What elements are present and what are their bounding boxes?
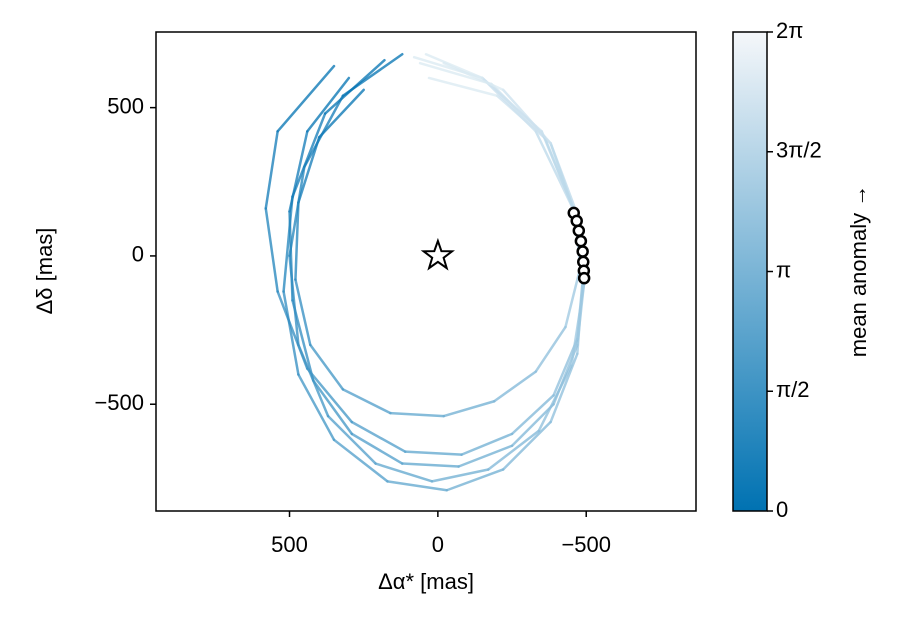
orbit-segment	[386, 480, 449, 492]
orbit-segment	[264, 130, 279, 210]
orbit-segment	[306, 76, 351, 133]
orbit-segment	[374, 462, 434, 483]
orbit-segment	[537, 364, 573, 433]
orbit-segment	[534, 325, 567, 373]
orbit-segment	[309, 343, 345, 391]
orbit-segment	[326, 414, 377, 465]
y-tick-label: 500	[107, 93, 144, 118]
colorbar	[732, 31, 768, 512]
orbit-segment	[389, 411, 446, 418]
orbit-segment	[445, 468, 505, 492]
orbit-segment	[294, 201, 300, 281]
orbit-segment	[297, 343, 330, 418]
orbit-segment	[564, 266, 582, 329]
orbit-segment	[264, 207, 279, 293]
plot-frame	[155, 31, 697, 512]
colorbar-label: mean anomaly →	[846, 185, 871, 357]
orbit-segment	[341, 52, 404, 98]
orbit-segment	[427, 76, 499, 98]
y-tick-label: 0	[132, 242, 144, 267]
orbit-segment	[430, 468, 490, 483]
colorbar-tick-label: 3π/2	[776, 138, 822, 163]
orbit-segment	[403, 450, 463, 456]
orbit-segment	[288, 165, 306, 258]
orbit-segment	[510, 394, 555, 436]
orbit-segment	[288, 254, 300, 347]
x-tick-label: 0	[432, 532, 444, 557]
orbit-segment	[510, 402, 555, 447]
orbit-segment	[288, 130, 309, 213]
orbit-segment	[306, 367, 354, 424]
orbit-segment	[460, 432, 514, 456]
orbit-segment	[350, 432, 404, 465]
orbit-segment	[401, 462, 460, 468]
orbit-segment	[312, 379, 354, 436]
observation	[576, 245, 589, 258]
colorbar-tick-label: 0	[776, 497, 788, 522]
orbit-segment	[501, 88, 552, 145]
orbit-segment	[276, 64, 336, 133]
orbit-segment	[291, 112, 327, 198]
orbit-segment	[297, 373, 336, 442]
observation	[577, 271, 591, 285]
orbit-segment	[457, 444, 514, 468]
orbit-segment	[442, 400, 496, 418]
observation	[570, 214, 583, 228]
orbit-segment	[282, 290, 300, 376]
orbit-segment	[492, 370, 538, 403]
colorbar-tick-label: π/2	[776, 377, 810, 402]
orbit-segment	[549, 141, 579, 216]
y-axis-label: Δδ [mas]	[32, 228, 57, 315]
orbit-segment	[282, 195, 294, 293]
orbit-segment	[294, 278, 312, 347]
orbit-segment	[549, 352, 579, 424]
orbit-segment	[570, 278, 586, 367]
colorbar-tick-label: π	[776, 257, 791, 282]
orbit-segment	[442, 61, 505, 92]
orbit-segment	[332, 438, 389, 483]
orbit-segment	[303, 94, 345, 169]
star	[420, 237, 455, 271]
orbit-segment	[501, 420, 552, 471]
orbit-segment	[540, 130, 576, 213]
orbit-segment	[341, 388, 392, 415]
orbit-segment	[317, 88, 365, 139]
observation	[572, 224, 586, 237]
colorbar-tick-label: 2π	[776, 18, 803, 43]
y-tick-label: −500	[94, 390, 144, 415]
x-tick-label: 500	[271, 532, 308, 557]
orbit-segment	[350, 420, 407, 453]
observation	[574, 234, 588, 248]
x-axis-label: Δα* [mas]	[378, 569, 474, 594]
orbit-segment	[487, 429, 540, 471]
x-tick-label: −500	[561, 532, 611, 557]
